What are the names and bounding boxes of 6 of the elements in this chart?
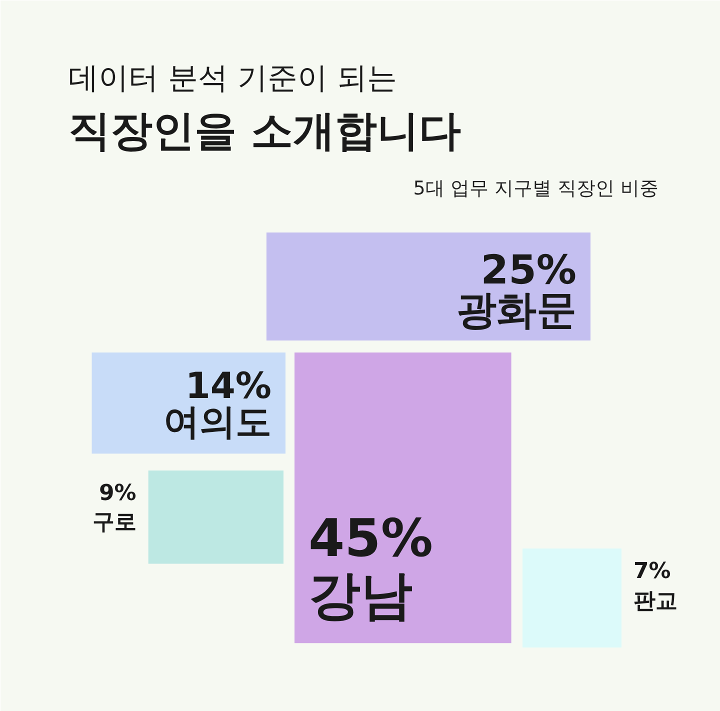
data-label: 9% — [98, 481, 136, 506]
text: 5대 업무 지구별 직장인 비중 — [413, 178, 659, 200]
category-label: 판교 — [633, 589, 678, 614]
category-label: 구로 — [92, 510, 136, 535]
data-label: 7% — [633, 559, 671, 584]
text: 데이터 분석 기준이 되는 직장인을 소개합니다 — [68, 61, 462, 155]
